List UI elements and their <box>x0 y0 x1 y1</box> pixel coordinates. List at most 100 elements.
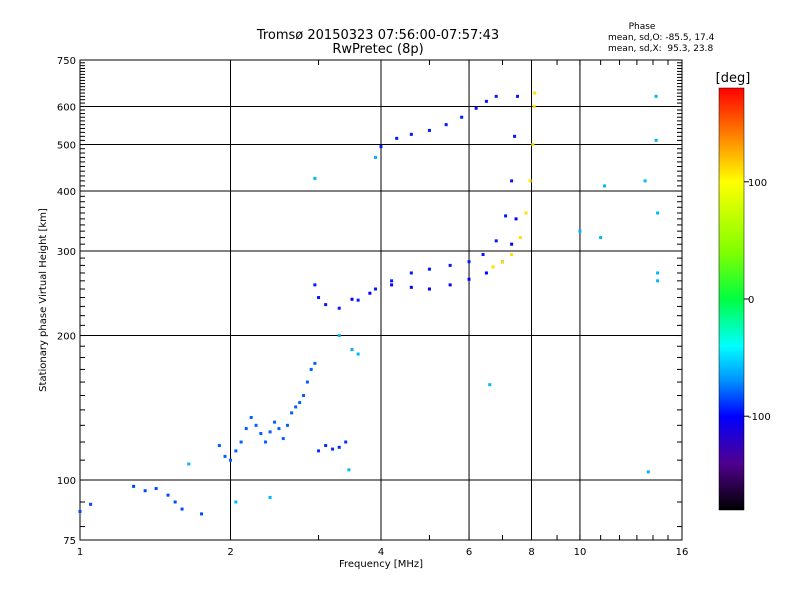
colorbar-tick-label: 100 <box>748 178 767 189</box>
colorbar-label: [deg] <box>716 71 751 86</box>
y-tick-label: 750 <box>57 56 76 67</box>
data-point <box>331 447 335 451</box>
x-tick-label: 6 <box>466 547 472 558</box>
data-point <box>599 236 603 240</box>
data-point <box>467 260 471 264</box>
data-point <box>603 184 607 188</box>
data-point <box>187 462 191 466</box>
data-point <box>481 253 485 257</box>
data-point <box>305 380 309 384</box>
phase-info-box: Phase mean, sd,O: -85.5, 17.4 mean, sd,X… <box>608 22 715 54</box>
colorbar-scale <box>718 87 745 511</box>
y-tick-label: 400 <box>57 187 76 198</box>
data-point <box>180 507 184 511</box>
data-point <box>337 306 341 310</box>
data-point <box>409 271 413 275</box>
data-point <box>409 285 413 289</box>
y-tick-label: 300 <box>57 247 76 258</box>
data-point <box>578 229 582 233</box>
data-point <box>254 423 258 427</box>
data-point <box>501 260 505 264</box>
data-point <box>643 179 647 183</box>
y-tick-label: 600 <box>57 103 76 114</box>
x-axis-label: Frequency [MHz] <box>339 559 423 570</box>
data-point <box>427 128 431 132</box>
data-point <box>356 352 360 356</box>
data-point <box>409 132 413 136</box>
data-point <box>524 211 528 215</box>
data-points <box>78 91 660 516</box>
data-point <box>515 94 519 98</box>
y-tick-label: 100 <box>57 476 76 487</box>
data-point <box>356 298 360 302</box>
data-point <box>309 367 313 371</box>
data-point <box>173 500 177 504</box>
data-point <box>427 267 431 271</box>
data-point <box>448 283 452 287</box>
data-point <box>532 105 536 109</box>
data-point <box>467 277 471 281</box>
data-point <box>460 115 464 119</box>
data-point <box>654 94 658 98</box>
data-point <box>249 415 253 419</box>
data-point <box>528 179 532 183</box>
data-point <box>268 495 272 499</box>
data-point <box>234 500 238 504</box>
data-point <box>347 468 351 472</box>
data-point <box>344 440 348 444</box>
data-point <box>491 265 495 269</box>
data-point <box>514 217 518 221</box>
data-point <box>368 291 372 295</box>
data-point <box>302 394 306 398</box>
data-point <box>223 454 227 458</box>
x-tick-label: 8 <box>528 547 534 558</box>
data-point <box>143 489 147 493</box>
data-point <box>281 437 285 441</box>
phase-box-x-stats: mean, sd,X: 95.3, 23.8 <box>608 44 714 54</box>
data-point <box>494 239 498 243</box>
data-point <box>350 297 354 301</box>
plot-area: 1 2 4 6 8 10 16 75 100 200 300 400 500 600 750 <box>57 56 688 558</box>
data-point <box>285 423 289 427</box>
data-point <box>531 143 535 147</box>
data-point <box>324 303 328 307</box>
data-point <box>494 94 498 98</box>
data-point <box>317 296 321 300</box>
y-tick-label: 75 <box>63 536 76 547</box>
data-point <box>313 283 317 287</box>
data-point <box>390 279 394 283</box>
data-point <box>390 283 394 287</box>
data-point <box>656 279 660 283</box>
data-point <box>200 512 204 516</box>
data-point <box>337 445 341 449</box>
data-point <box>273 420 277 424</box>
data-point <box>78 509 82 513</box>
data-point <box>510 253 514 257</box>
colorbar-ticks: 100 0 -100 <box>744 178 771 423</box>
data-point <box>350 348 354 352</box>
data-point <box>337 334 341 338</box>
data-point <box>654 138 658 142</box>
data-point <box>298 401 302 405</box>
colorbar-tick-label: -100 <box>748 412 771 423</box>
data-point <box>217 444 221 448</box>
data-point <box>234 449 238 453</box>
phase-box-title: Phase <box>629 22 656 32</box>
x-axis-ticks: 1 2 4 6 8 10 16 <box>77 60 688 558</box>
data-point <box>264 440 268 444</box>
data-point <box>374 155 378 159</box>
data-point <box>374 287 378 291</box>
data-point <box>379 145 383 149</box>
chart-subtitle: RwPretec (8p) <box>332 42 423 57</box>
x-tick-label: 2 <box>227 547 233 558</box>
phase-box-o-stats: mean, sd,O: -85.5, 17.4 <box>608 33 715 43</box>
x-tick-label: 4 <box>378 547 384 558</box>
data-point <box>324 444 328 448</box>
data-point <box>656 271 660 275</box>
data-point <box>268 430 272 434</box>
data-point <box>656 211 660 215</box>
data-point <box>294 405 298 409</box>
data-point <box>484 271 488 275</box>
data-point <box>229 458 232 462</box>
